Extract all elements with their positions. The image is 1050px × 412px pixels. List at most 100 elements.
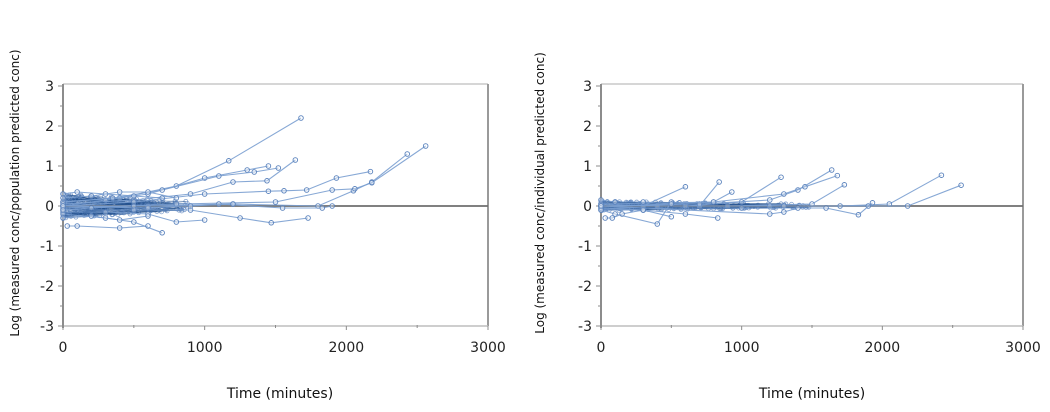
y-tick-label: 3 <box>45 79 54 95</box>
data-point-marker <box>795 205 801 211</box>
subject-trajectory <box>60 189 180 201</box>
y-tick-label: -3 <box>40 319 54 335</box>
data-point-marker <box>145 223 151 229</box>
data-point-marker <box>710 199 717 205</box>
data-point-marker <box>329 203 335 209</box>
data-point-marker <box>781 191 787 197</box>
data-point-marker <box>668 214 675 220</box>
data-point-marker <box>422 143 429 149</box>
data-point-marker <box>265 188 272 194</box>
data-point-marker <box>74 189 80 195</box>
data-point-marker <box>159 195 165 201</box>
data-point-marker <box>109 195 116 201</box>
data-point-marker <box>715 215 721 221</box>
x-tick-label: 3000 <box>1005 340 1041 356</box>
data-point-marker <box>145 213 151 219</box>
data-point-marker <box>682 211 689 217</box>
data-point-marker <box>102 209 109 215</box>
data-point-marker <box>131 193 137 199</box>
x-tick-label: 1000 <box>724 340 760 356</box>
subject-trajectory <box>598 167 835 209</box>
y-tick-label: 3 <box>583 79 592 95</box>
data-point-marker <box>216 173 222 179</box>
subject-trajectory <box>602 207 646 221</box>
data-point-marker <box>654 221 661 227</box>
data-point-marker <box>64 223 70 229</box>
data-point-marker <box>116 189 123 195</box>
data-point-marker <box>904 203 911 209</box>
data-point-marker <box>60 191 66 197</box>
x-tick-label: 1000 <box>187 340 223 356</box>
data-point-marker <box>131 199 137 205</box>
subject-trajectory <box>64 223 151 231</box>
data-point-marker <box>938 172 945 178</box>
data-point-marker <box>60 195 66 201</box>
y-tick-label: -1 <box>40 239 54 255</box>
data-point-marker <box>279 205 286 211</box>
data-point-marker <box>767 197 773 203</box>
data-point-marker <box>767 211 773 217</box>
data-point-marker <box>598 203 604 209</box>
subject-trajectory <box>60 213 151 223</box>
data-point-marker <box>281 188 287 194</box>
y-tick-label: 2 <box>45 119 54 135</box>
data-point-marker <box>201 217 208 223</box>
data-point-marker <box>116 217 123 223</box>
data-point-marker <box>404 151 411 157</box>
data-point-marker <box>668 201 675 207</box>
data-point-marker <box>781 209 787 215</box>
y-tick-label: -3 <box>578 319 592 335</box>
data-point-marker <box>225 158 232 164</box>
data-point-marker <box>131 203 137 209</box>
subject-trajectory <box>60 143 429 211</box>
data-point-marker <box>716 179 722 185</box>
data-point-marker <box>187 203 194 209</box>
subject-trajectory <box>60 163 272 209</box>
data-point-marker <box>369 180 375 186</box>
data-point-marker <box>305 215 311 221</box>
subject-trajectory <box>598 203 801 217</box>
chart-plot-area: -3 -2 -1 0 1 2 3 0 1000 2000 3000 <box>578 79 1041 356</box>
x-tick-label: 3000 <box>470 340 506 356</box>
data-point-marker <box>88 193 95 199</box>
subject-trajectory <box>60 165 282 205</box>
data-point-marker <box>329 187 335 193</box>
subject-trajectory <box>60 168 374 209</box>
data-point-marker <box>834 172 841 179</box>
y-tick-label: 0 <box>45 199 54 215</box>
y-tick-label: -2 <box>578 279 592 295</box>
data-point-marker <box>159 187 165 193</box>
data-point-marker <box>319 205 326 211</box>
y-tick-label: 1 <box>583 159 592 175</box>
x-tick-label: 2000 <box>865 340 901 356</box>
data-point-marker <box>729 189 735 195</box>
data-point-marker <box>251 169 257 175</box>
data-point-marker <box>268 220 275 226</box>
data-point-marker <box>598 207 604 213</box>
data-point-marker <box>131 219 137 225</box>
chart-plot-area: -3 -2 -1 0 1 2 3 0 1000 2000 3000 <box>40 79 506 356</box>
x-tick-label: 0 <box>597 340 606 356</box>
data-point-marker <box>869 200 876 206</box>
x-tick-label: 0 <box>59 340 68 356</box>
data-point-marker <box>173 219 180 225</box>
data-point-marker <box>823 205 829 211</box>
y-tick-label: -2 <box>40 279 54 295</box>
data-point-marker <box>60 207 66 213</box>
data-point-marker <box>60 215 66 221</box>
data-point-marker <box>303 187 310 193</box>
x-tick-label: 2000 <box>329 340 365 356</box>
data-point-marker <box>609 215 616 221</box>
data-point-marker <box>244 167 250 173</box>
data-point-marker <box>237 215 243 221</box>
subject-trajectory <box>60 201 236 213</box>
data-point-marker <box>173 195 180 201</box>
data-point-marker <box>265 163 272 169</box>
data-point-marker <box>272 199 279 205</box>
data-point-marker <box>333 175 340 181</box>
y-tick-label: 2 <box>583 119 592 135</box>
data-point-marker <box>74 223 80 229</box>
data-point-marker <box>738 205 745 211</box>
data-point-marker <box>612 199 618 205</box>
data-point-marker <box>598 197 604 203</box>
